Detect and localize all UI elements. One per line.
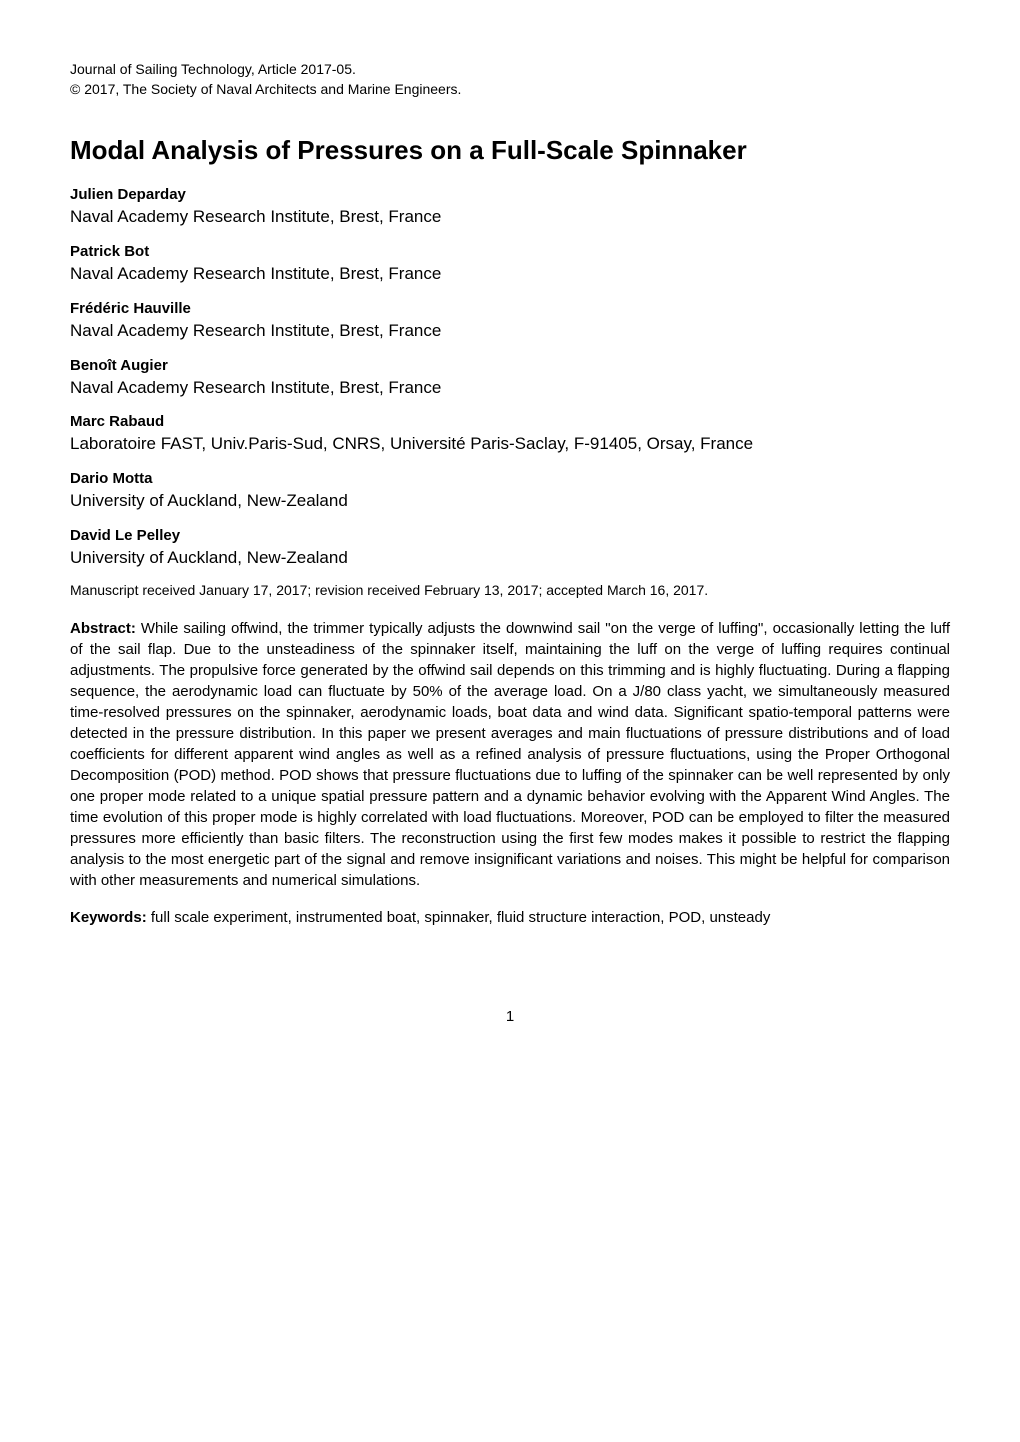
author-block: Marc Rabaud Laboratoire FAST, Univ.Paris… [70,411,950,456]
author-block: David Le Pelley University of Auckland, … [70,525,950,570]
author-name: Marc Rabaud [70,411,950,432]
author-affiliation: Naval Academy Research Institute, Brest,… [70,205,950,229]
paper-title: Modal Analysis of Pressures on a Full-Sc… [70,135,950,166]
author-name: Frédéric Hauville [70,298,950,319]
author-affiliation: University of Auckland, New-Zealand [70,546,950,570]
author-block: Dario Motta University of Auckland, New-… [70,468,950,513]
abstract-text: While sailing offwind, the trimmer typic… [70,620,950,889]
author-affiliation: Naval Academy Research Institute, Brest,… [70,376,950,400]
author-affiliation: University of Auckland, New-Zealand [70,489,950,513]
author-affiliation: Naval Academy Research Institute, Brest,… [70,262,950,286]
author-name: Patrick Bot [70,241,950,262]
page-number: 1 [70,1008,950,1025]
keywords-text: full scale experiment, instrumented boat… [147,909,771,926]
author-block: Benoît Augier Naval Academy Research Ins… [70,355,950,400]
author-name: David Le Pelley [70,525,950,546]
author-affiliation: Laboratoire FAST, Univ.Paris-Sud, CNRS, … [70,432,950,456]
author-block: Patrick Bot Naval Academy Research Insti… [70,241,950,286]
author-block: Julien Deparday Naval Academy Research I… [70,184,950,229]
abstract-label: Abstract: [70,620,136,637]
author-name: Benoît Augier [70,355,950,376]
journal-line-2: © 2017, The Society of Naval Architects … [70,80,950,100]
author-name: Julien Deparday [70,184,950,205]
author-affiliation: Naval Academy Research Institute, Brest,… [70,319,950,343]
author-name: Dario Motta [70,468,950,489]
abstract: Abstract: While sailing offwind, the tri… [70,618,950,891]
keywords-label: Keywords: [70,909,147,926]
author-block: Frédéric Hauville Naval Academy Research… [70,298,950,343]
keywords: Keywords: full scale experiment, instrum… [70,907,950,928]
authors-section: Julien Deparday Naval Academy Research I… [70,184,950,570]
manuscript-info: Manuscript received January 17, 2017; re… [70,582,950,598]
journal-info: Journal of Sailing Technology, Article 2… [70,60,950,99]
journal-line-1: Journal of Sailing Technology, Article 2… [70,60,950,80]
